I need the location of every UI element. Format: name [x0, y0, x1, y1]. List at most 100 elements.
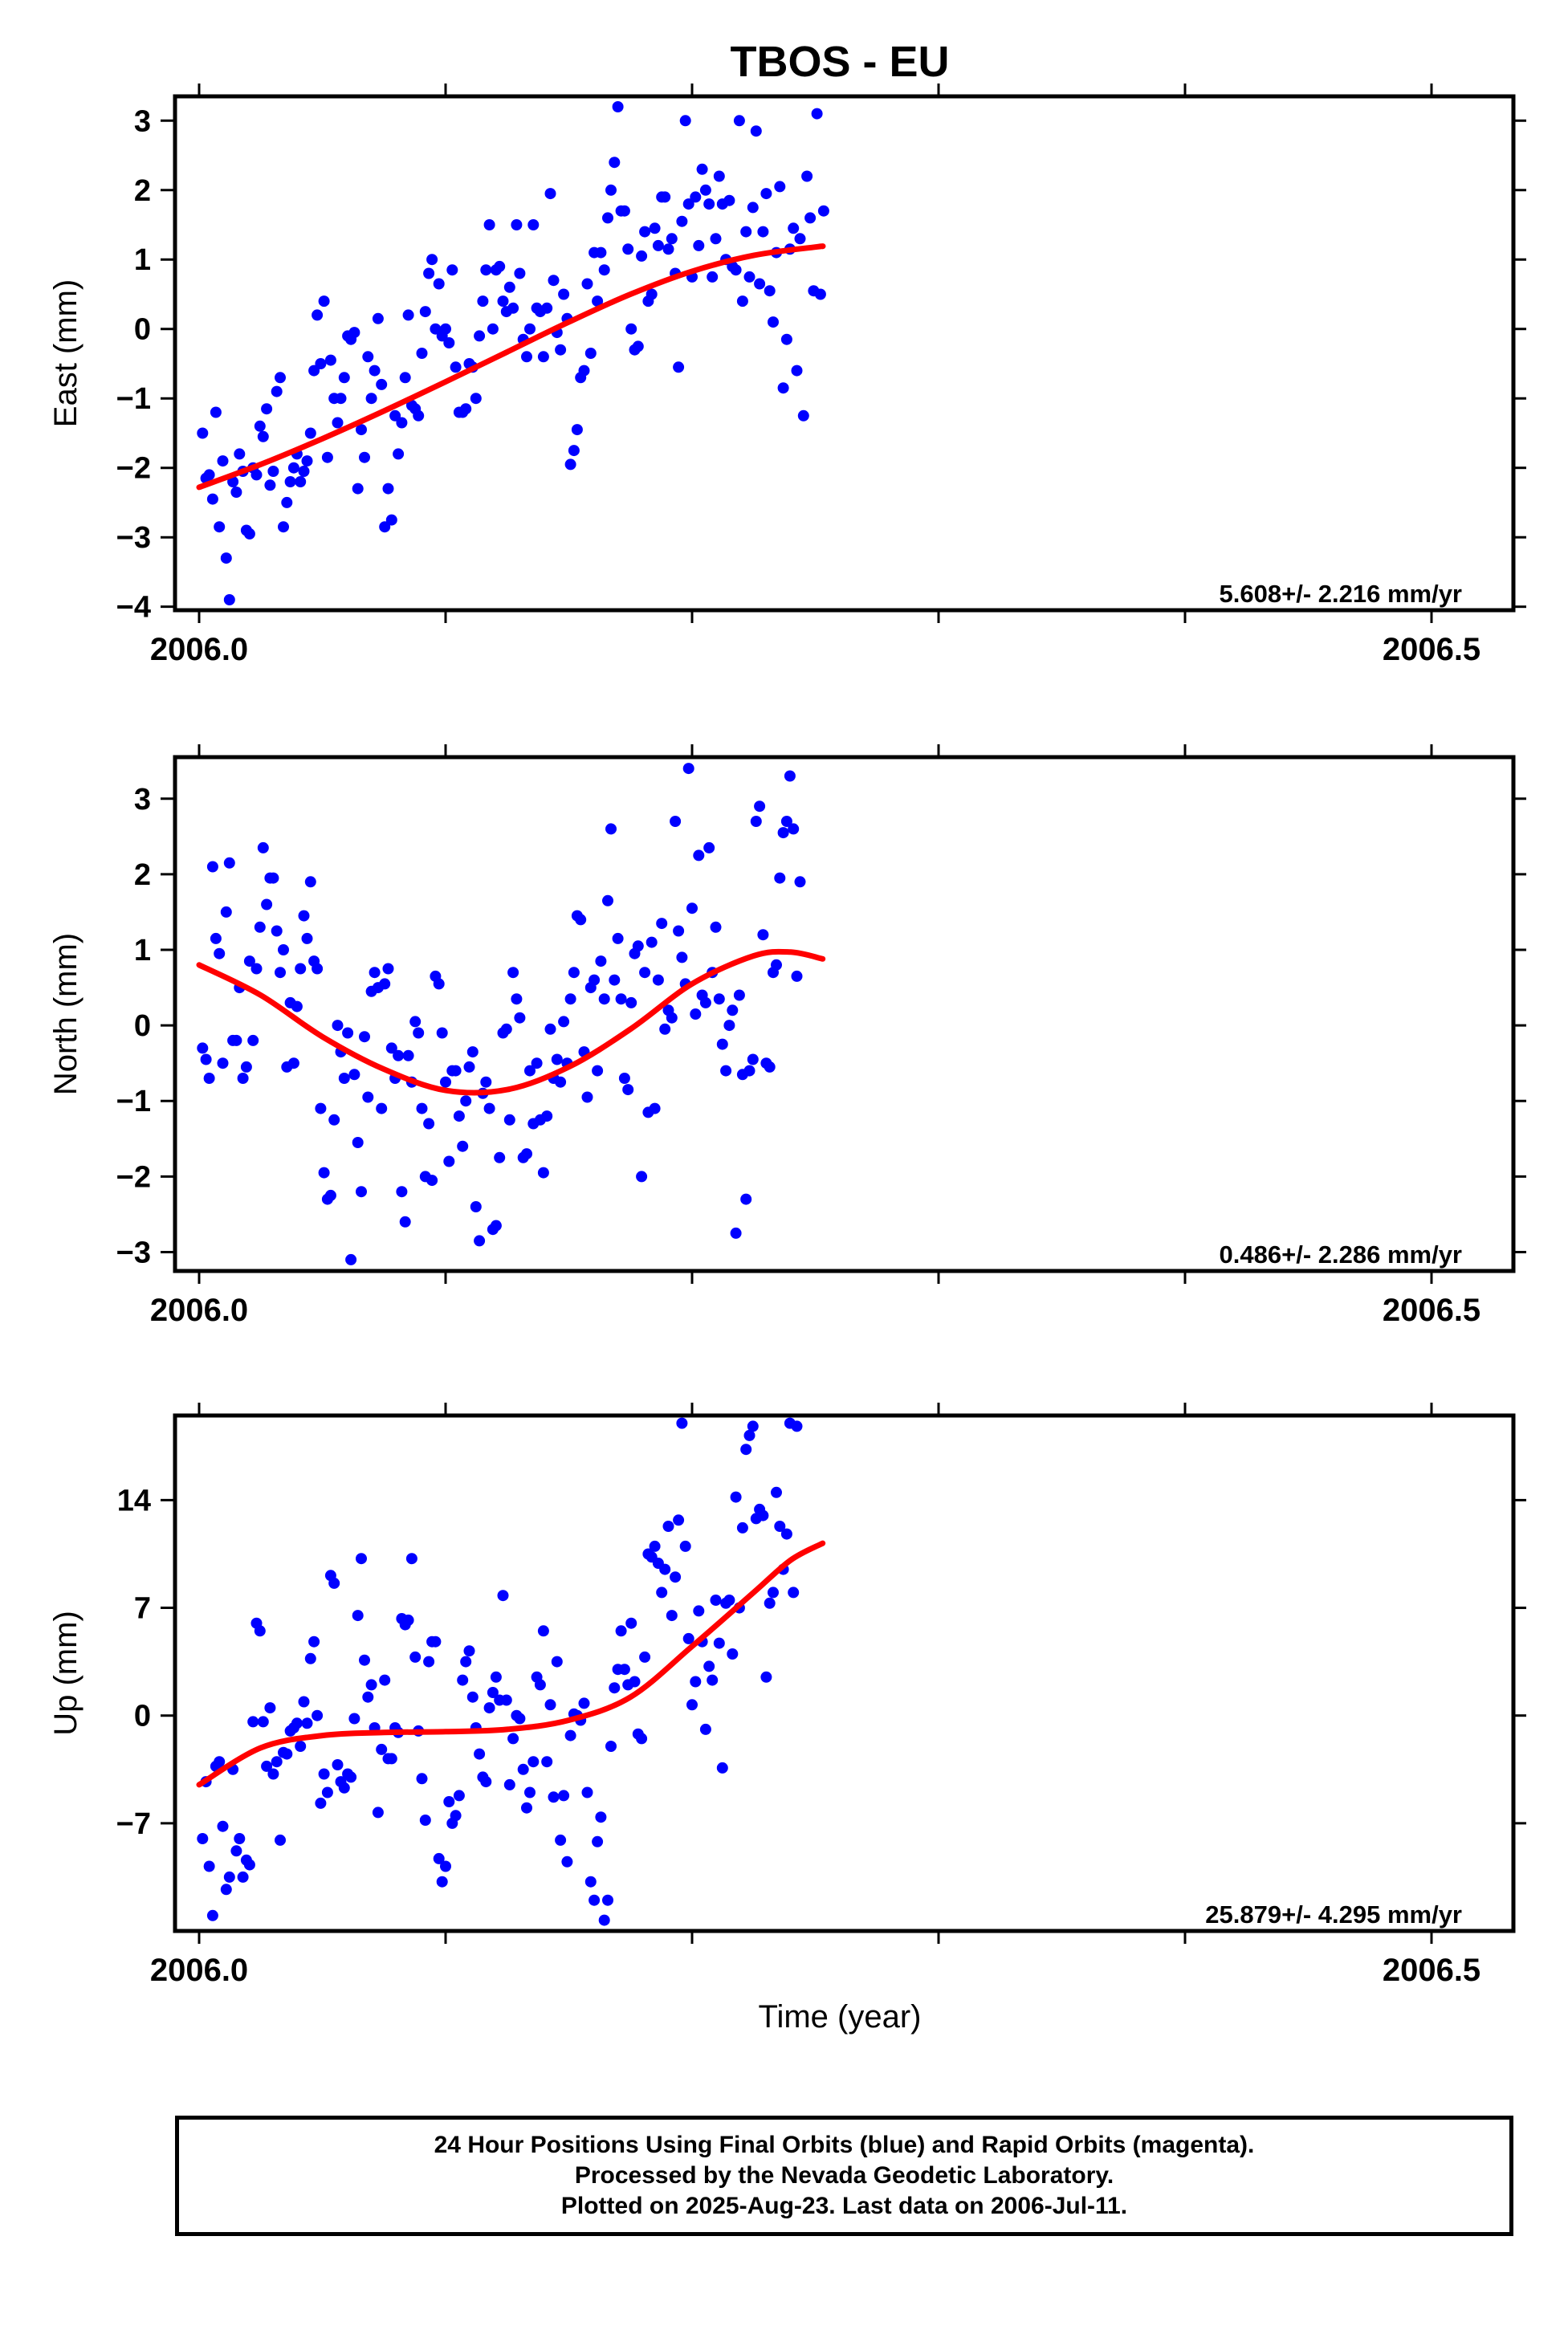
y-tick-label: 0	[134, 1009, 151, 1043]
data-point	[369, 967, 381, 979]
data-point	[730, 1227, 742, 1239]
data-point	[747, 202, 759, 214]
data-point	[497, 1590, 509, 1602]
data-point	[639, 967, 651, 979]
data-point	[217, 455, 229, 467]
data-point	[450, 1065, 462, 1077]
data-point	[686, 1699, 698, 1711]
data-point	[629, 1676, 641, 1688]
data-point	[639, 1651, 651, 1663]
data-point	[514, 1012, 526, 1024]
data-point	[511, 993, 523, 1005]
data-point	[605, 1741, 617, 1752]
data-point	[788, 1587, 800, 1599]
data-point	[497, 295, 509, 308]
y-tick-label: −4	[116, 591, 151, 625]
data-point	[237, 1871, 249, 1883]
data-point	[278, 521, 289, 533]
data-point	[210, 406, 222, 418]
data-point	[564, 1729, 576, 1741]
data-point	[555, 1076, 567, 1088]
panel-up: −7 0 7 14 2006.0 2006.5 Up (mm) 25.879+/- 4.295…	[48, 1403, 1526, 1988]
data-point	[524, 1065, 536, 1077]
data-point	[589, 974, 601, 986]
data-point	[460, 1656, 472, 1668]
data-point	[551, 1053, 563, 1065]
data-point	[544, 1699, 556, 1711]
data-point	[200, 1053, 212, 1065]
data-point	[791, 365, 803, 377]
data-point	[365, 1679, 377, 1691]
data-point	[298, 910, 310, 922]
data-point	[514, 1713, 526, 1725]
data-point	[564, 993, 576, 1005]
data-point	[662, 1521, 674, 1532]
data-point	[460, 403, 472, 415]
data-point	[817, 205, 829, 217]
data-point	[463, 1061, 475, 1073]
data-point	[419, 1815, 431, 1826]
data-point	[295, 963, 307, 975]
data-point	[673, 1514, 685, 1526]
points-east	[197, 101, 829, 605]
data-point	[794, 233, 806, 245]
data-point	[713, 993, 725, 1005]
data-point	[466, 1046, 479, 1058]
data-point	[727, 1004, 739, 1016]
data-point	[673, 925, 685, 937]
data-point	[693, 1605, 705, 1617]
data-point	[659, 191, 671, 203]
rate-label-east: 5.608+/- 2.216 mm/yr	[1220, 580, 1462, 608]
caption-box: 24 Hour Positions Using Final Orbits (bl…	[175, 2116, 1513, 2236]
data-point	[402, 1614, 414, 1626]
data-point	[730, 264, 742, 276]
data-point	[345, 1771, 357, 1783]
y-tick-label: −3	[116, 1236, 151, 1269]
data-point	[483, 1702, 495, 1714]
data-point	[287, 1057, 299, 1069]
data-point	[257, 1716, 269, 1728]
data-point	[548, 1791, 560, 1803]
data-point	[440, 1076, 451, 1088]
data-point	[315, 358, 327, 369]
data-point	[234, 1833, 246, 1844]
data-point	[713, 170, 725, 182]
data-point	[243, 528, 255, 540]
data-point	[541, 1110, 553, 1122]
data-point	[690, 1008, 702, 1020]
data-point	[423, 267, 435, 279]
data-point	[602, 894, 613, 906]
data-point	[352, 1610, 364, 1622]
data-point	[332, 1759, 344, 1770]
data-point	[463, 1645, 475, 1657]
data-point	[474, 1235, 486, 1247]
data-point	[271, 385, 283, 397]
data-point	[321, 1786, 333, 1798]
data-point	[409, 1651, 422, 1663]
data-point	[551, 1656, 563, 1668]
data-point	[312, 309, 324, 321]
data-point	[774, 872, 786, 884]
data-point	[261, 403, 273, 415]
data-point	[727, 1648, 739, 1660]
data-point	[301, 455, 313, 467]
caption-line-plotted: Plotted on 2025-Aug-23. Last data on 200…	[560, 2193, 1128, 2219]
data-point	[298, 466, 310, 477]
data-point	[527, 219, 540, 230]
data-point	[670, 1571, 682, 1583]
data-point	[656, 1587, 668, 1599]
data-point	[321, 451, 333, 463]
data-point	[814, 288, 826, 300]
data-point	[584, 348, 597, 359]
x-tick-label: 2006.5	[1383, 1293, 1480, 1328]
data-point	[703, 198, 715, 210]
data-point	[416, 348, 428, 359]
fit-line-north	[196, 948, 826, 1096]
data-point	[223, 1871, 235, 1883]
data-point	[308, 365, 320, 377]
data-point	[720, 1065, 732, 1077]
data-point	[275, 372, 286, 384]
data-point	[524, 1786, 536, 1798]
data-point	[419, 306, 431, 318]
data-point	[264, 1702, 276, 1714]
